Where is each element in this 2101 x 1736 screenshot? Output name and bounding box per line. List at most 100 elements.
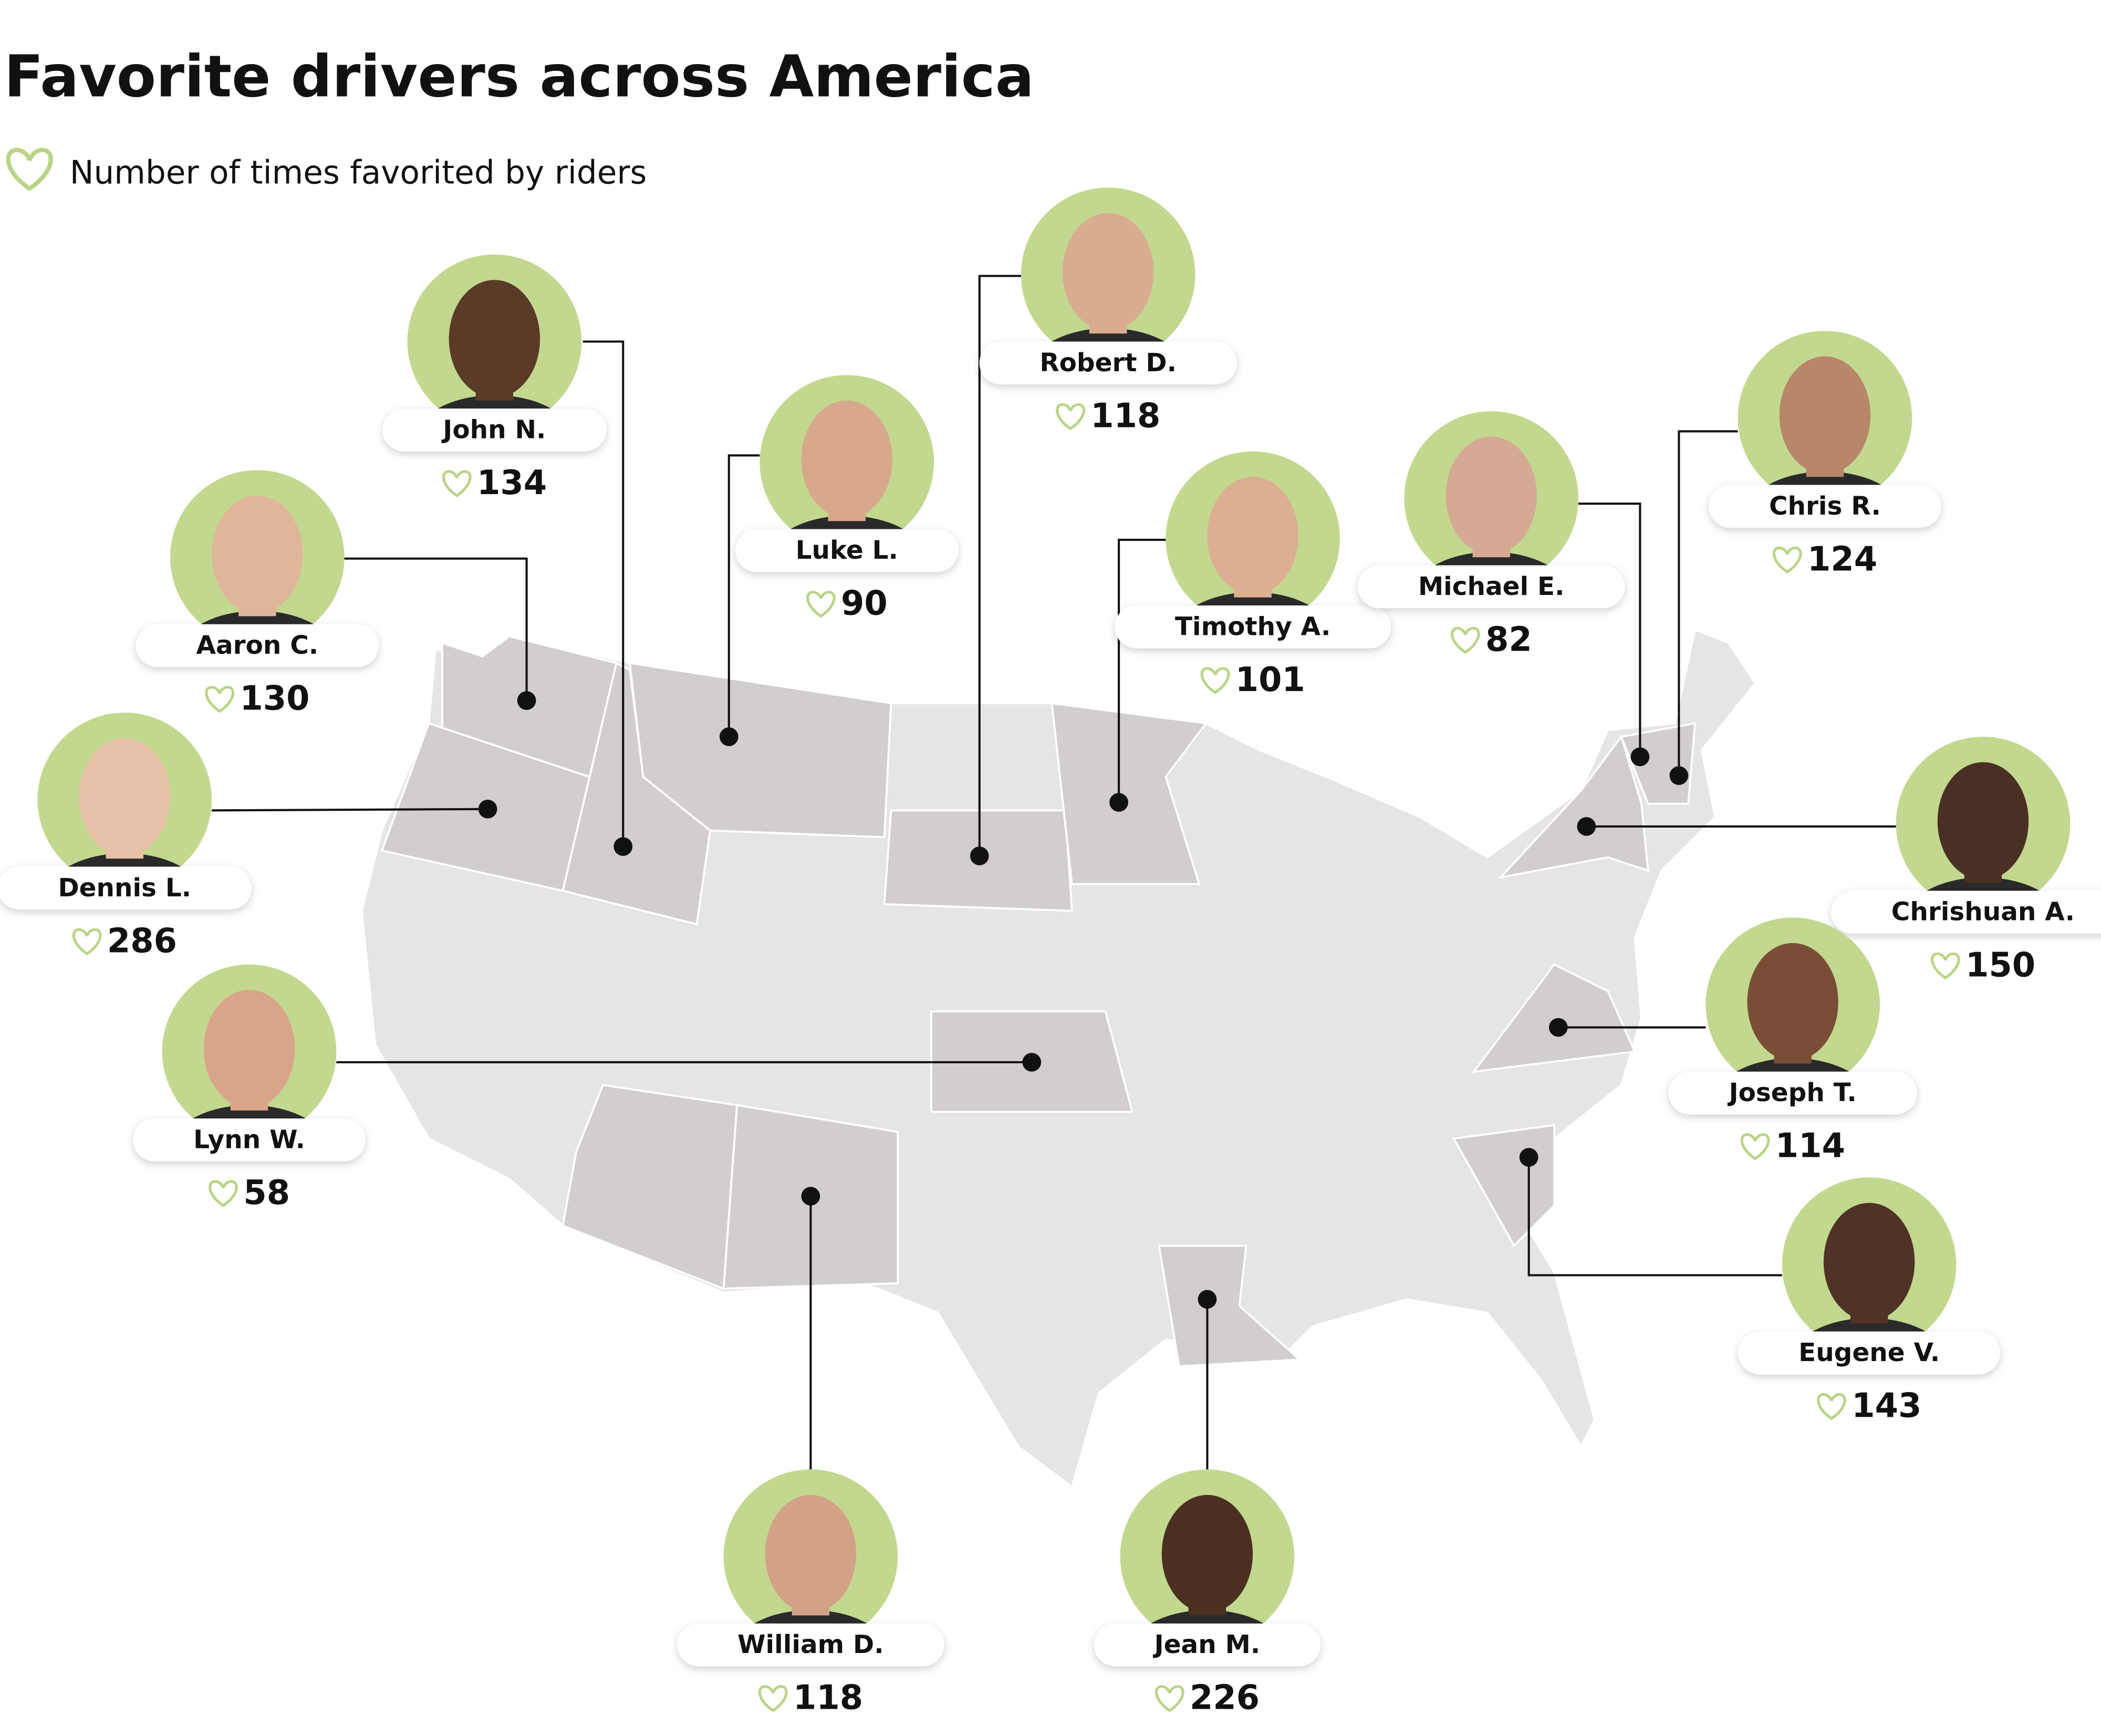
- photo-head: [1161, 1494, 1253, 1613]
- name-pill: [382, 409, 607, 452]
- driver-name: Michael E.: [1418, 572, 1565, 601]
- state: [561, 1084, 739, 1290]
- location-dot: [970, 846, 989, 865]
- driver-name: Dennis L.: [58, 873, 191, 903]
- heart-icon: [1930, 952, 1960, 980]
- legend-label: Number of times favorited by riders: [70, 154, 647, 191]
- heart-icon: [1817, 1393, 1846, 1420]
- state: [1471, 963, 1636, 1073]
- photo-head: [765, 1494, 857, 1613]
- driver: Timothy A. 101: [1109, 451, 1391, 812]
- favorites-count: 124: [1807, 540, 1877, 579]
- location-dot: [1022, 1053, 1042, 1072]
- driver: Chrishuan A. 150: [1577, 737, 2101, 985]
- photo-head: [1823, 1202, 1915, 1321]
- favorites-count: 130: [240, 679, 309, 718]
- state: [1050, 702, 1208, 885]
- connector: [1678, 430, 1738, 776]
- heart-icon: [1450, 626, 1480, 654]
- driver: Aaron C. 130: [136, 470, 536, 718]
- heart-icon: [1772, 546, 1802, 574]
- driver: William D. 118: [677, 1187, 944, 1718]
- favorites-count: 134: [477, 464, 547, 503]
- heart-icon: [758, 1685, 788, 1712]
- heart-icon: [1740, 1133, 1770, 1160]
- location-dot: [1630, 747, 1650, 767]
- location-dot: [1519, 1148, 1538, 1167]
- location-dot: [613, 837, 633, 856]
- location-dot: [1109, 793, 1128, 812]
- favorites-count: 143: [1852, 1387, 1921, 1426]
- photo-head: [1062, 213, 1154, 331]
- connector: [978, 275, 1021, 856]
- heart-icon: [1154, 1685, 1184, 1712]
- driver-name: John N.: [441, 415, 546, 444]
- name-pill: [1115, 605, 1391, 649]
- favorites-count: 90: [841, 584, 888, 623]
- name-pill: [1668, 1071, 1917, 1115]
- connector: [727, 454, 760, 737]
- driver: Robert D. 118: [970, 187, 1237, 865]
- driver: Eugene V. 143: [1519, 1148, 2000, 1426]
- location-dot: [719, 727, 739, 746]
- driver-name: William D.: [737, 1630, 884, 1659]
- us-map: [360, 628, 1757, 1489]
- title: Favorite drivers across America: [4, 43, 1034, 110]
- connector: [1118, 538, 1166, 803]
- drivers: John N. 134 Aaron C. 130 Dennis L. 286 Lynn W.…: [0, 187, 2101, 1718]
- favorites-count: 150: [1965, 946, 2035, 985]
- photo-head: [1747, 943, 1838, 1061]
- location-dot: [1577, 817, 1596, 836]
- name-pill: [677, 1623, 944, 1667]
- location-dot: [1198, 1290, 1217, 1309]
- location-dot: [1669, 766, 1689, 785]
- heart-icon: [209, 1180, 238, 1207]
- connector: [1527, 1157, 1782, 1277]
- heart-icon: [72, 928, 102, 956]
- name-pill: [133, 1118, 366, 1162]
- driver-name: Luke L.: [796, 536, 898, 565]
- driver-name: Joseph T.: [1728, 1078, 1857, 1107]
- driver-name: Lynn W.: [193, 1125, 305, 1154]
- heart-icon: [205, 686, 235, 713]
- state: [628, 662, 892, 839]
- favorites-count: 114: [1775, 1127, 1845, 1166]
- location-dot: [517, 691, 536, 710]
- name-pill: [1738, 1331, 2000, 1375]
- driver-name: Chris R.: [1769, 491, 1881, 521]
- driver: Dennis L. 286: [0, 713, 497, 960]
- driver: Michael E. 82: [1358, 411, 1650, 767]
- driver: Chris R. 124: [1669, 331, 1941, 785]
- driver: John N. 134: [382, 254, 633, 856]
- favorites-count: 101: [1235, 661, 1305, 699]
- heart-icon: [442, 470, 472, 497]
- driver-name: Aaron C.: [196, 631, 318, 660]
- driver-name: Chrishuan A.: [1891, 897, 2075, 927]
- name-pill: [136, 624, 379, 667]
- heart-icon: [806, 590, 836, 618]
- name-pill: [1358, 565, 1625, 609]
- heart-icon: [1056, 403, 1085, 431]
- state: [1158, 1245, 1303, 1367]
- location-dot: [801, 1187, 820, 1206]
- location-dot: [1548, 1018, 1568, 1037]
- favorites-count: 118: [793, 1679, 863, 1718]
- photo-head: [801, 400, 892, 519]
- connector: [344, 557, 528, 701]
- name-pill: [1709, 485, 1941, 528]
- connector: [212, 808, 488, 812]
- driver-name: Jean M.: [1153, 1630, 1261, 1659]
- heart-icon: [1200, 667, 1230, 694]
- driver: Jean M. 226: [1094, 1290, 1321, 1718]
- driver: Joseph T. 114: [1548, 917, 1917, 1166]
- favorites-count: 286: [107, 922, 177, 960]
- state: [1497, 734, 1649, 879]
- photo-head: [79, 738, 171, 856]
- location-dot: [478, 799, 497, 819]
- driver: Lynn W. 58: [133, 964, 1042, 1212]
- driver-name: Timothy A.: [1175, 612, 1330, 641]
- name-pill: [1094, 1623, 1321, 1667]
- legend-heart: [6, 148, 53, 192]
- photo-head: [1207, 477, 1298, 595]
